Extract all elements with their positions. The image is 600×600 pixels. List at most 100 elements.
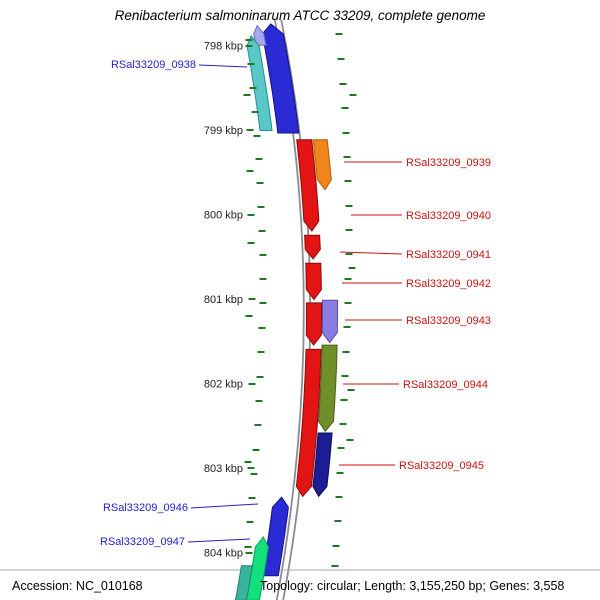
orf-tick: [252, 449, 260, 451]
orf-tick: [339, 83, 347, 85]
orf-tick: [247, 214, 255, 216]
scale-label-798: 798 kbp: [204, 41, 243, 53]
orf-tick: [345, 229, 353, 231]
orf-tick: [245, 45, 253, 47]
orf-tick: [337, 447, 345, 449]
label-connector: [190, 503, 259, 509]
scale-label-801: 801 kbp: [204, 294, 243, 306]
gene-arrow-RSal33209_0947[interactable]: [245, 535, 269, 600]
gene-label-RSal33209_0943[interactable]: RSal33209_0943: [406, 315, 491, 327]
gene-arrow-RSal33209_0940[interactable]: [296, 139, 320, 232]
scale-label-804: 804 kbp: [204, 548, 243, 560]
orf-tick: [345, 205, 353, 207]
gene-label-RSal33209_0938[interactable]: RSal33209_0938: [111, 59, 196, 71]
gene-arrow-RSal33209_0943[interactable]: [321, 299, 338, 344]
orf-tick: [345, 253, 353, 255]
orf-tick: [341, 107, 349, 109]
genome-title: Renibacterium salmoninarum ATCC 33209, c…: [114, 8, 486, 23]
orf-tick: [254, 424, 262, 426]
gene-arrow-RSal33209_0944[interactable]: [317, 344, 338, 433]
orf-tick: [258, 230, 266, 232]
gene-arrow-RSal33209_0945[interactable]: [312, 432, 333, 498]
orf-tick: [245, 315, 253, 317]
orf-tick: [344, 302, 352, 304]
status-topology: Topology: circular; Length: 3,155,250 bp…: [260, 579, 565, 593]
gene-arrow[interactable]: [295, 348, 322, 498]
gene-arrow-RSal33209_0946[interactable]: [261, 496, 289, 577]
orf-tick: [343, 326, 351, 328]
gene-arrow[interactable]: [234, 565, 253, 600]
gene-label-RSal33209_0942[interactable]: RSal33209_0942: [406, 278, 491, 290]
orf-tick: [348, 267, 356, 269]
orf-tick: [342, 351, 350, 353]
gene-arrow-RSal33209_0939[interactable]: [312, 139, 332, 191]
orf-tick: [343, 156, 351, 158]
orf-tick: [249, 87, 257, 89]
gene-arrow-RSal33209_0938[interactable]: [246, 34, 273, 131]
orf-tick: [256, 182, 264, 184]
orf-tick: [341, 375, 349, 377]
orf-tick: [253, 135, 261, 137]
orf-tick: [346, 439, 354, 441]
orf-tick: [255, 158, 263, 160]
orf-tick: [334, 520, 342, 522]
orf-tick: [245, 39, 253, 41]
orf-tick: [335, 33, 343, 35]
orf-tick: [248, 298, 256, 300]
orf-tick: [245, 552, 253, 554]
gene-label-RSal33209_0945[interactable]: RSal33209_0945: [399, 460, 484, 472]
gene-label-RSal33209_0946[interactable]: RSal33209_0946: [103, 502, 188, 514]
orf-tick: [250, 473, 258, 475]
orf-tick: [344, 278, 352, 280]
orf-tick: [257, 206, 265, 208]
orf-tick: [246, 521, 254, 523]
label-connector: [339, 251, 403, 255]
orf-tick: [244, 461, 252, 463]
gene-label-RSal33209_0941[interactable]: RSal33209_0941: [406, 249, 491, 261]
orf-tick: [255, 400, 263, 402]
orf-tick: [332, 545, 340, 547]
orf-tick: [347, 389, 355, 391]
orf-tick: [247, 63, 255, 65]
gene-label-RSal33209_0940[interactable]: RSal33209_0940: [406, 210, 491, 222]
orf-tick: [243, 94, 251, 96]
orf-tick: [337, 58, 345, 60]
scale-label-802: 802 kbp: [204, 379, 243, 391]
orf-tick: [256, 376, 264, 378]
orf-tick: [248, 497, 256, 499]
orf-tick: [244, 546, 252, 548]
scale-label-803: 803 kbp: [204, 463, 243, 475]
orf-tick: [251, 111, 259, 113]
gene-arrow-RSal33209_0941[interactable]: [304, 234, 321, 260]
orf-tick: [247, 242, 255, 244]
orf-tick: [344, 180, 352, 182]
scale-label-799: 799 kbp: [204, 125, 243, 137]
orf-tick: [259, 254, 267, 256]
orf-tick: [349, 94, 357, 96]
orf-tick: [339, 423, 347, 425]
status-accession: Accession: NC_010168: [12, 579, 143, 593]
orf-tick: [335, 496, 343, 498]
gene-arrow[interactable]: [261, 23, 300, 134]
gene-arrow-RSal33209_0942[interactable]: [305, 262, 322, 301]
gene-arrow[interactable]: [305, 302, 322, 346]
orf-tick: [247, 467, 255, 469]
orf-tick: [331, 565, 339, 567]
gene-label-RSal33209_0944[interactable]: RSal33209_0944: [403, 379, 488, 391]
gene-label-RSal33209_0947[interactable]: RSal33209_0947: [100, 536, 185, 548]
orf-tick: [248, 383, 256, 385]
gene-label-RSal33209_0939[interactable]: RSal33209_0939: [406, 157, 491, 169]
gene-arrow[interactable]: [253, 24, 267, 46]
orf-tick: [258, 327, 266, 329]
orf-tick: [342, 132, 350, 134]
orf-tick: [246, 170, 254, 172]
orf-tick: [336, 472, 344, 474]
orf-tick: [259, 278, 267, 280]
orf-tick: [257, 351, 265, 353]
status-bar: Accession: NC_010168 Topology: circular;…: [0, 570, 600, 600]
label-connector: [198, 64, 248, 68]
orf-tick: [259, 302, 267, 304]
scale-label-800: 800 kbp: [204, 210, 243, 222]
